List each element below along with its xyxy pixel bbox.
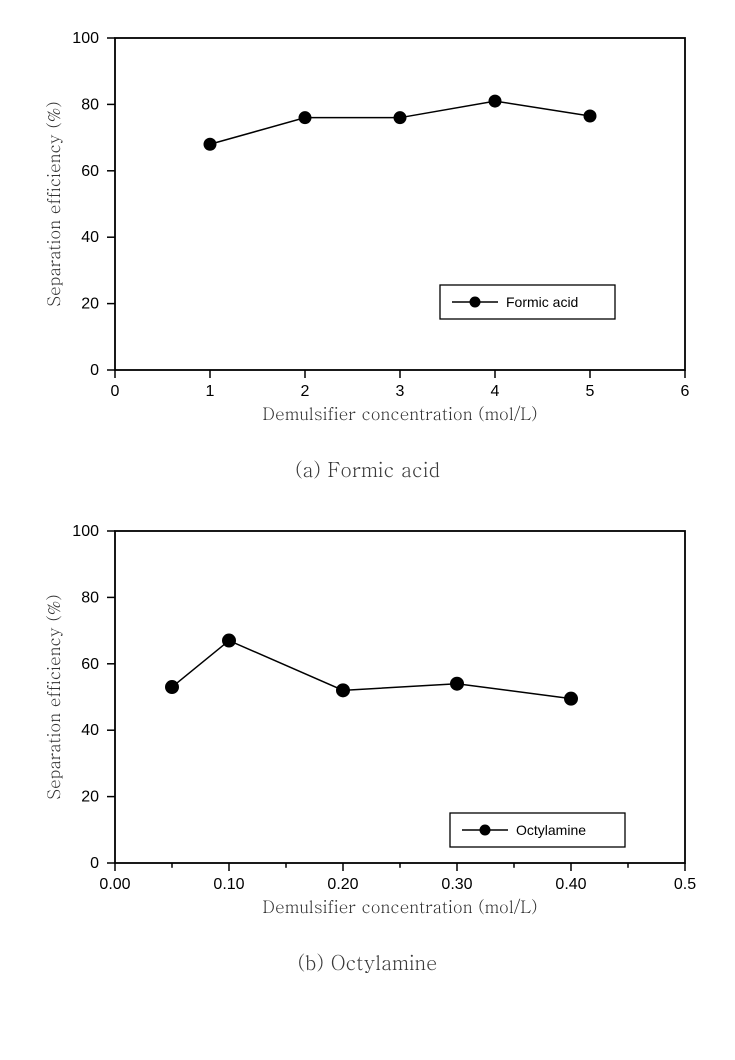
x-tick-label: 0.40 — [555, 876, 586, 893]
series-marker — [166, 681, 179, 694]
x-tick-label: 5 — [586, 383, 595, 400]
y-tick-label: 100 — [72, 523, 99, 540]
x-tick-label: 4 — [491, 383, 500, 400]
series-marker — [584, 110, 596, 122]
y-tick-label: 80 — [81, 96, 99, 113]
plot-frame — [115, 38, 685, 370]
chart-b-svg: 0.00 0.10 0.20 0.30 0.40 0.5 0 20 40 60 80 100 Demul… — [20, 513, 715, 943]
legend-label: Octylamine — [516, 822, 586, 838]
y-tick-label: 20 — [81, 789, 99, 806]
series-marker — [394, 112, 406, 124]
x-tick-label: 6 — [681, 383, 690, 400]
series-marker — [489, 95, 501, 107]
x-tick-label: 0.20 — [327, 876, 358, 893]
chart-b-container: 0.00 0.10 0.20 0.30 0.40 0.5 0 20 40 60 80 100 Demul… — [20, 513, 715, 976]
y-tick-label: 20 — [81, 296, 99, 313]
series-marker — [565, 692, 578, 705]
y-tick-label: 40 — [81, 229, 99, 246]
y-tick-label: 60 — [81, 656, 99, 673]
y-tick-label: 40 — [81, 722, 99, 739]
y-tick-label: 0 — [90, 362, 99, 379]
legend-label: Formic acid — [506, 294, 578, 310]
x-tick-label: 0.5 — [674, 876, 696, 893]
x-tick-label: 0.10 — [213, 876, 244, 893]
series-marker — [223, 634, 236, 647]
series-marker — [204, 138, 216, 150]
series-line — [172, 641, 571, 699]
y-tick-label: 60 — [81, 163, 99, 180]
legend-marker — [480, 825, 490, 835]
x-tick-label: 1 — [206, 383, 215, 400]
series-marker — [299, 112, 311, 124]
y-axis-title: Separation efficiency (%) — [41, 101, 65, 306]
x-tick-label: 3 — [396, 383, 405, 400]
x-axis-title: Demulsifier concentration (mol/L) — [263, 401, 538, 425]
series-marker — [337, 684, 350, 697]
y-tick-label: 0 — [90, 855, 99, 872]
x-tick-label: 0 — [111, 383, 120, 400]
chart-a-container: 0123456020406080100Demulsifier concentra… — [20, 20, 715, 483]
series-marker — [451, 677, 464, 690]
x-tick-label: 2 — [301, 383, 310, 400]
chart-a-caption: (a) Formic acid — [20, 454, 715, 483]
legend-marker — [470, 297, 480, 307]
x-tick-label: 0.00 — [99, 876, 130, 893]
x-tick-label: 0.30 — [441, 876, 472, 893]
chart-b-caption: (b) Octylamine — [20, 947, 715, 976]
chart-a-svg: 0123456020406080100Demulsifier concentra… — [20, 20, 715, 450]
y-tick-label: 100 — [72, 30, 99, 47]
x-axis-title: Demulsifier concentration (mol/L) — [263, 894, 538, 918]
y-axis-title: Separation efficiency (%) — [41, 594, 65, 799]
y-tick-label: 80 — [81, 589, 99, 606]
